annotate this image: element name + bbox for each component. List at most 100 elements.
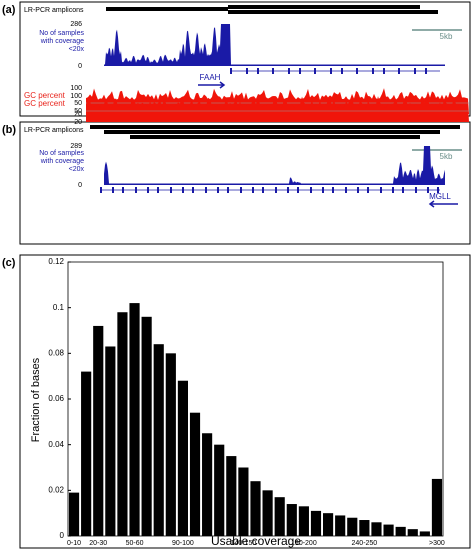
bar (177, 380, 188, 536)
exon (398, 68, 400, 74)
exon (135, 187, 137, 193)
bar (153, 344, 164, 536)
coverage-max: 289 (70, 143, 82, 150)
coverage-label: with coverage (40, 158, 84, 165)
exon (414, 68, 416, 74)
gc-tick: 100 (70, 93, 82, 100)
bar (286, 504, 297, 536)
exon (415, 187, 417, 193)
y-tick-label: 0.1 (53, 303, 65, 312)
exon (240, 187, 242, 193)
bar (371, 522, 382, 536)
y-tick-label: 0.02 (48, 485, 64, 494)
bar (250, 481, 261, 536)
exon (112, 187, 114, 193)
amplicon (228, 5, 420, 9)
exon (100, 187, 102, 193)
bar (226, 456, 237, 536)
bar (347, 517, 358, 536)
amplicon (104, 130, 440, 134)
panel-c-frame (19, 254, 471, 549)
y-axis-label: Fraction of bases (30, 357, 42, 442)
track-label: LR-PCR amplicons (24, 127, 84, 134)
bar (141, 316, 152, 536)
exon (357, 187, 359, 193)
gc-tick: 20 (74, 111, 82, 118)
exon (297, 187, 299, 193)
y-tick-label: 0.12 (48, 257, 64, 266)
coverage-label: No of samples (39, 30, 84, 37)
x-tick-label: 0-10 (67, 540, 81, 547)
exon (275, 187, 277, 193)
bar (383, 524, 394, 536)
exon (372, 68, 374, 74)
exon (227, 187, 229, 193)
gene-arrow (198, 81, 226, 89)
x-axis-label: Usable coverage (211, 534, 301, 548)
y-tick-label: 0 (60, 531, 65, 540)
scale-label: 5kb (440, 32, 453, 41)
gc-track (86, 96, 469, 122)
exon (246, 68, 248, 74)
bar (395, 526, 406, 536)
bar (359, 520, 370, 536)
bar (335, 515, 346, 536)
bar (431, 478, 443, 536)
x-tick-label: 50-60 (126, 540, 144, 547)
coverage-label: with coverage (40, 38, 84, 45)
gene-arrow (428, 200, 458, 208)
bar (419, 531, 430, 536)
exon (122, 187, 124, 193)
x-tick-label: >300 (429, 540, 445, 547)
track-label: LR-PCR amplicons (24, 7, 84, 14)
exon (299, 68, 301, 74)
gene-label: MGLL (429, 192, 451, 201)
x-tick-label: 20-30 (89, 540, 107, 547)
gc-tick: 100 (70, 85, 82, 92)
exon (402, 187, 404, 193)
y-tick-label: 0.08 (48, 348, 64, 357)
bar (202, 433, 213, 536)
bar (93, 325, 104, 536)
coverage-max: 286 (70, 21, 82, 28)
bar (407, 529, 418, 536)
gc-label: GC percent (24, 91, 66, 100)
exon (383, 68, 385, 74)
exon (322, 187, 324, 193)
bar (238, 467, 249, 536)
x-tick-label: 140-150 (231, 540, 257, 547)
bar (117, 312, 128, 536)
exon (427, 187, 429, 193)
exon (356, 68, 358, 74)
bar (105, 346, 116, 536)
exon (380, 187, 382, 193)
bar (81, 371, 92, 536)
bar (298, 506, 309, 536)
exon (288, 68, 290, 74)
amplicon (228, 10, 438, 14)
coverage-label: <20x (69, 166, 85, 173)
exon (217, 187, 219, 193)
gc-tick: 50 (74, 108, 82, 115)
amplicon (106, 7, 228, 11)
exon (314, 68, 316, 74)
exon (252, 187, 254, 193)
exon (257, 68, 259, 74)
bar (165, 353, 176, 536)
exon (192, 187, 194, 193)
coverage-min: 0 (78, 182, 82, 189)
coverage-label: No of samples (39, 150, 84, 157)
bar (129, 303, 140, 536)
exon (262, 187, 264, 193)
exon (392, 187, 394, 193)
y-tick-label: 0.06 (48, 394, 64, 403)
coverage-label: <20x (69, 46, 85, 53)
exon (345, 187, 347, 193)
x-tick-label: 240-250 (352, 540, 378, 547)
bar (310, 510, 322, 536)
bar (68, 492, 80, 536)
amplicon (90, 125, 460, 129)
exon (147, 187, 149, 193)
exon (330, 68, 332, 74)
scale-label: 5kb (440, 152, 453, 161)
